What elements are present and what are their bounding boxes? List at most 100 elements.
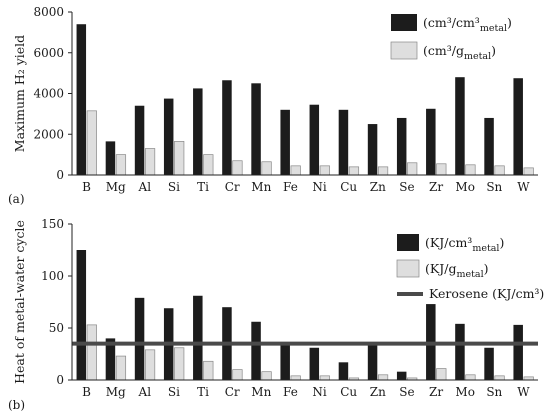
y-tick-label: 2000 [33,127,64,141]
x-tick-label: Cu [340,385,357,399]
bar-dark-fe [280,109,290,175]
chart-panel-b: 0 50 100 150 B Mg Al Si Ti Cr Mn Fe Ni Cu Zn Se Zr Mo Sn W H… [8,217,544,412]
x-tick-label: Zr [429,385,443,399]
x-tick-label: Zr [429,180,443,194]
bar-light-sn [494,375,505,381]
bar-dark-ni [309,104,320,175]
bar-light-zr [436,163,447,176]
legend-label-end: ) [499,235,504,250]
x-tick-label: Se [399,180,414,194]
bar-dark-al [134,105,145,175]
bar-light-zr [436,368,447,381]
bar-light-sn [494,165,505,176]
x-tick-label: Se [399,385,414,399]
bar-light-ni [319,375,330,381]
y-tick-label: 100 [41,269,64,283]
bar-light-mo [465,164,476,176]
x-tick-label: Fe [283,180,298,194]
legend-swatch [391,14,417,31]
bar-dark-al [134,297,145,380]
legend-label-subscript: metal [464,51,491,62]
bar-light-cr [232,160,243,176]
bar-light-zn [377,166,389,176]
x-tick-label: Ni [312,385,327,399]
bar-light-se [407,162,418,176]
legend-label-main: (KJ/cm³ [425,235,472,250]
bar-dark-cu [338,362,349,380]
x-tick-label: Mg [106,180,126,194]
legend-label-end: ) [484,261,489,276]
x-tick-label: Cr [225,385,240,399]
x-tick-label: Ti [197,180,209,194]
bar-dark-b [76,250,87,380]
legend-label-main: (cm³/g [423,43,464,58]
bar-dark-sn [484,347,494,380]
legend-swatch [390,41,418,60]
y-tick-label: 150 [41,217,64,231]
legend-label-subscript: metal [480,23,507,34]
y-tick-label: 8000 [33,5,64,19]
legend-label-subscript: metal [456,269,483,280]
legend-label: (KJ/gmetal) [425,261,489,280]
bar-dark-cr [222,80,232,175]
legend-swatch [397,234,419,251]
legend-label: (cm³/gmetal) [423,43,496,62]
bar-light-si [174,141,185,176]
x-tick-label: B [82,385,91,399]
x-tick-label: Al [138,385,152,399]
bar-light-al [144,148,156,176]
bar-light-ti [203,154,214,176]
legend-label-main: (cm³/cm³ [423,15,480,30]
legend-label: (cm³/cm³metal) [423,15,512,34]
y-axis-title: Heat of metal-water cycle [12,220,27,384]
x-tick-label: Fe [283,385,298,399]
bar-dark-sn [484,117,494,175]
bar-dark-ti [193,295,203,380]
y-tick-label: 6000 [33,46,64,60]
bar-dark-cu [338,109,349,175]
bar-light-mn [261,161,272,176]
bar-dark-mg [105,338,116,380]
y-tick-label: 4000 [33,87,64,101]
legend-label-subscript: metal [472,243,499,254]
bar-dark-mg [105,141,116,175]
x-tick-label: Cu [340,180,357,194]
bar-light-fe [290,375,301,381]
bar-light-si [174,347,185,381]
bar-dark-se [396,371,407,380]
bar-dark-w [513,324,523,380]
bar-dark-mn [251,83,261,175]
x-tick-label: Si [168,180,180,194]
bar-dark-zn [367,124,378,175]
bar-dark-mn [251,321,261,380]
bar-light-w [523,167,534,176]
panel-label: (b) [8,398,25,412]
bar-light-mg [115,154,127,176]
x-tick-label: Sn [486,385,502,399]
x-tick-label: W [517,180,530,194]
bar-dark-se [396,117,407,175]
legend-swatch [396,259,420,278]
bar-light-mg [115,355,127,381]
y-axis-title: Maximum H₂ yield [12,35,27,152]
legend-label-end: ) [491,43,496,58]
bar-dark-zr [426,108,436,175]
bar-light-fe [290,165,301,176]
bar-light-al [144,349,156,381]
bar-light-mn [261,371,272,381]
x-tick-label: Mg [106,385,126,399]
bar-dark-mo [455,77,465,175]
x-tick-label: Mn [251,180,271,194]
bar-dark-b [76,24,87,175]
x-tick-label: Zn [370,385,386,399]
legend-label-end: ) [507,15,512,30]
x-tick-label: Ni [312,180,327,194]
x-tick-label: Si [168,385,180,399]
bar-light-b [86,110,97,176]
x-tick-label: Mo [455,180,475,194]
x-tick-label: Mn [251,385,271,399]
x-tick-label: Ti [197,385,209,399]
bar-dark-fe [280,343,290,380]
y-tick-label: 0 [56,168,64,182]
